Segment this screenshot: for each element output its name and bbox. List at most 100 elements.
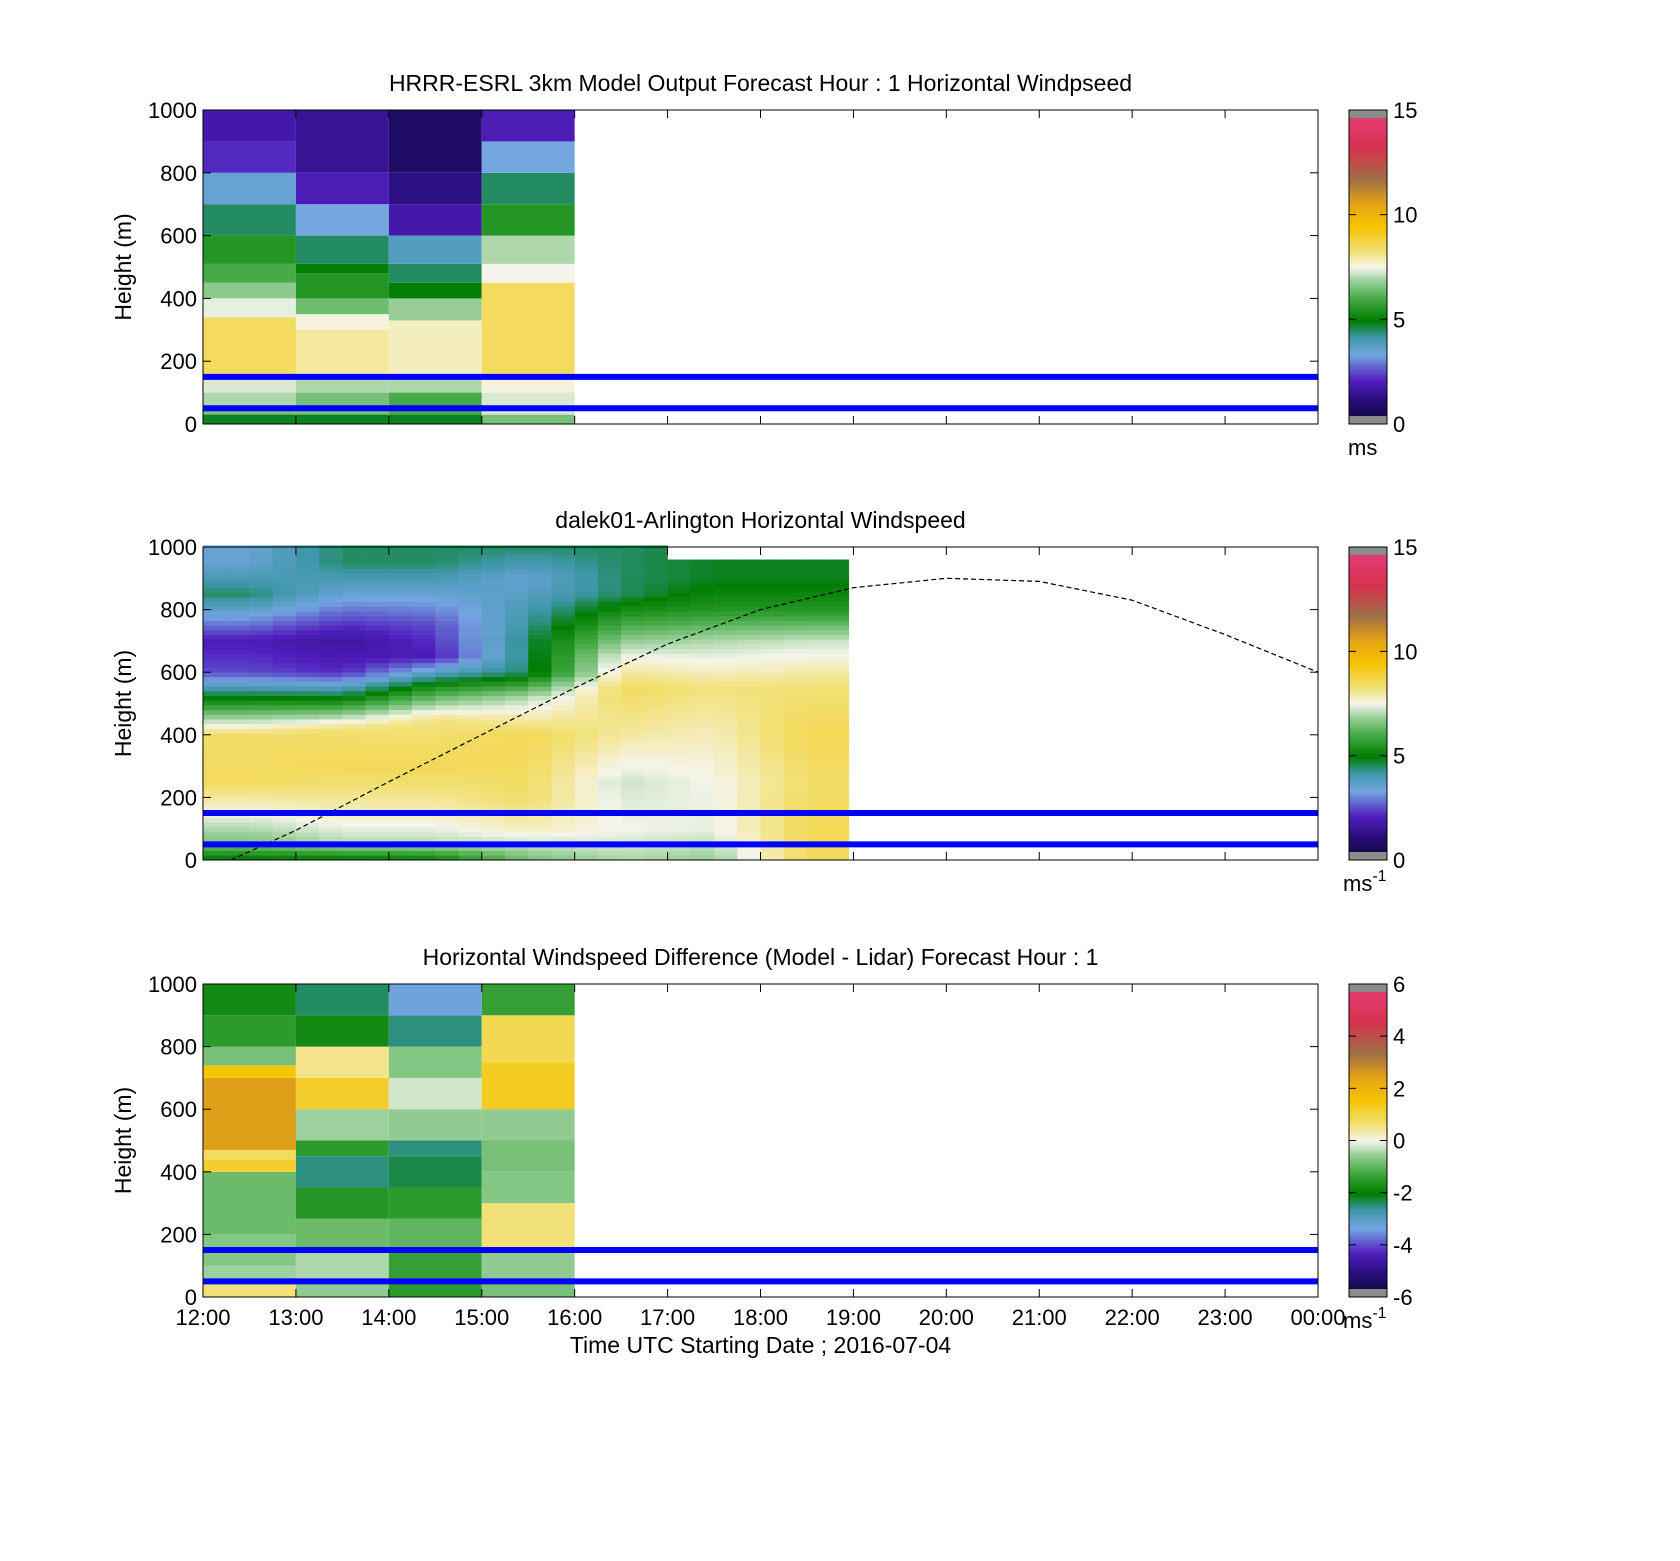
heatmap-cell xyxy=(760,695,785,701)
heatmap-cell xyxy=(203,172,296,205)
heatmap-cell xyxy=(714,728,738,734)
heatmap-cell xyxy=(714,662,738,668)
heatmap-cell xyxy=(365,770,390,776)
heatmap-cell xyxy=(388,639,413,645)
heatmap-cell xyxy=(295,606,320,612)
colorbar-swatch xyxy=(1349,1218,1387,1222)
colorbar-swatch xyxy=(1349,1143,1387,1147)
heatmap-cell xyxy=(319,733,343,739)
heatmap-cell xyxy=(319,573,343,579)
colorbar-swatch xyxy=(1349,1286,1387,1290)
heatmap-cell xyxy=(783,686,808,692)
heatmap-cell xyxy=(319,742,343,748)
heatmap-cell xyxy=(528,761,552,767)
heatmap-cell xyxy=(783,784,808,790)
heatmap-cell xyxy=(644,597,668,603)
colorbar-swatch xyxy=(1349,183,1387,187)
heatmap-cell xyxy=(621,770,645,776)
heatmap-cell xyxy=(226,690,250,696)
heatmap-cell xyxy=(249,681,273,687)
heatmap-cell xyxy=(342,597,366,603)
heatmap-cell xyxy=(504,625,529,631)
heatmap-cell xyxy=(783,855,808,861)
heatmap-cell xyxy=(806,648,831,654)
heatmap-cell xyxy=(203,611,227,617)
colorbar-swatch xyxy=(1349,789,1387,793)
heatmap-cell xyxy=(435,648,459,654)
heatmap-cell xyxy=(481,700,506,706)
heatmap-cell xyxy=(388,827,413,833)
heatmap-cell xyxy=(295,601,320,607)
heatmap-cell xyxy=(319,592,343,598)
colorbar-swatch xyxy=(1349,379,1387,383)
heatmap-cell xyxy=(690,827,715,833)
heatmap-cell xyxy=(458,681,483,687)
colorbar-unit: ms-1 xyxy=(1343,868,1387,896)
colorbar-swatch xyxy=(1349,698,1387,702)
heatmap-cell xyxy=(319,761,343,767)
heatmap-cell xyxy=(737,719,761,725)
heatmap-cell xyxy=(203,554,227,560)
colorbar-swatch xyxy=(1349,810,1387,814)
colorbar-swatch xyxy=(1349,1010,1387,1014)
heatmap-cell xyxy=(574,606,599,612)
heatmap-cell xyxy=(458,709,483,715)
heatmap-cell xyxy=(597,845,622,851)
heatmap-cell xyxy=(365,644,390,650)
heatmap-cell xyxy=(458,587,483,593)
heatmap-cell xyxy=(621,827,645,833)
heatmap-cell xyxy=(435,582,459,588)
heatmap-cell xyxy=(226,770,250,776)
heatmap-cell xyxy=(760,855,785,861)
heatmap-cell xyxy=(551,705,575,711)
heatmap-cell xyxy=(203,817,227,823)
colorbar-swatch xyxy=(1349,999,1387,1003)
heatmap-cell xyxy=(667,676,692,682)
heatmap-cell xyxy=(504,639,529,645)
heatmap-cell xyxy=(644,850,668,856)
colorbar-swatch xyxy=(1349,1077,1387,1082)
colorbar-swatch xyxy=(1349,760,1387,764)
heatmap-cell xyxy=(667,625,692,631)
heatmap-cell xyxy=(226,822,250,828)
heatmap-cell xyxy=(365,676,390,682)
heatmap-cell xyxy=(295,831,320,837)
heatmap-cell xyxy=(504,676,529,682)
heatmap-cell xyxy=(528,728,552,734)
heatmap-cell xyxy=(551,850,575,856)
heatmap-cell xyxy=(295,662,320,668)
heatmap-cell xyxy=(644,836,668,842)
colorbar-unit-base: ms xyxy=(1348,435,1377,460)
heatmap-cell xyxy=(621,648,645,654)
heatmap-cell xyxy=(319,775,343,781)
heatmap-cell xyxy=(226,611,250,617)
heatmap-cell xyxy=(203,789,227,795)
heatmap-cell xyxy=(458,662,483,668)
heatmap-cell xyxy=(458,653,483,659)
heatmap-cell xyxy=(806,845,831,851)
colorbar-swatch xyxy=(1349,1017,1387,1022)
heatmap-cell xyxy=(783,728,808,734)
heatmap-cell xyxy=(272,601,297,607)
y-tick-label: 0 xyxy=(185,1285,197,1310)
heatmap-cell xyxy=(365,756,390,762)
heatmap-cell xyxy=(714,855,738,861)
colorbar-swatch xyxy=(1349,1239,1387,1243)
heatmap-cell xyxy=(481,695,506,701)
heatmap-cell xyxy=(737,728,761,734)
colorbar-swatch xyxy=(1349,230,1387,234)
heatmap-cell xyxy=(667,695,692,701)
heatmap-cell xyxy=(830,761,850,767)
heatmap-cell xyxy=(295,695,320,701)
heatmap-cell xyxy=(621,662,645,668)
heatmap-cell xyxy=(435,601,459,607)
heatmap-cell xyxy=(528,681,552,687)
heatmap-cell xyxy=(504,775,529,781)
heatmap-cell xyxy=(388,747,413,753)
heatmap-cell xyxy=(574,747,599,753)
heatmap-cell xyxy=(621,625,645,631)
heatmap-cell xyxy=(342,836,366,842)
heatmap-cell xyxy=(388,742,413,748)
heatmap-cell xyxy=(249,690,273,696)
heatmap-cell xyxy=(597,695,622,701)
